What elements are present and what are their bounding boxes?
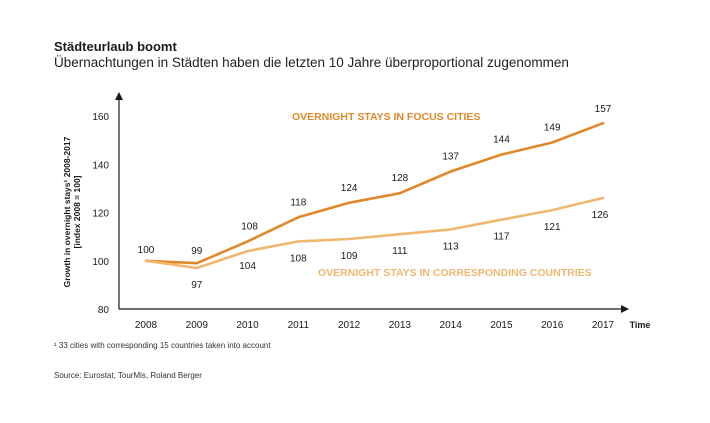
series-line-countries xyxy=(144,196,605,270)
x-axis-label: Time xyxy=(630,320,651,330)
y-tick-label: 120 xyxy=(92,209,109,220)
data-label-focus: 137 xyxy=(442,151,459,162)
data-label-focus: 144 xyxy=(493,135,510,146)
chart-subtitle: Übernachtungen in Städten haben die letz… xyxy=(54,55,569,70)
data-label-focus: 108 xyxy=(241,221,258,232)
data-label-countries: 113 xyxy=(443,241,459,252)
x-tick-label: 2015 xyxy=(490,320,513,331)
data-label-countries: 100 xyxy=(138,245,155,256)
series-line-focus-cities xyxy=(144,121,605,265)
series-lines xyxy=(144,121,605,270)
y-tick-label: 160 xyxy=(92,112,109,123)
data-label-countries: 97 xyxy=(191,280,203,291)
axes xyxy=(115,92,629,313)
x-tick-label: 2009 xyxy=(186,320,209,331)
x-tick-label: 2014 xyxy=(440,320,463,331)
series-names: OVERNIGHT STAYS IN FOCUS CITIES OVERNIGHT… xyxy=(292,111,592,279)
x-tick-label: 2010 xyxy=(236,320,259,331)
data-label-countries: 117 xyxy=(493,232,509,243)
data-label-countries: 121 xyxy=(544,222,561,233)
footnote: ¹ 33 cities with corresponding 15 countr… xyxy=(54,341,271,350)
x-tick-label: 2008 xyxy=(135,320,158,331)
source-note: Source: Eurostat, TourMis, Roland Berger xyxy=(54,371,202,380)
y-tick-label: 140 xyxy=(92,160,109,171)
data-label-countries: 108 xyxy=(290,253,307,264)
x-tick-label: 2012 xyxy=(338,320,361,331)
data-label-focus: 118 xyxy=(290,197,306,208)
x-tick-label: 2011 xyxy=(288,320,310,331)
y-axis-label-sub: [index 2008 = 100] xyxy=(72,175,82,248)
data-label-countries: 109 xyxy=(341,251,358,262)
data-label-countries: 111 xyxy=(392,246,408,257)
data-label-focus: 157 xyxy=(595,104,612,115)
data-label-focus: 149 xyxy=(544,123,561,134)
x-tick-label: 2017 xyxy=(592,320,615,331)
data-label-focus: 124 xyxy=(341,183,358,194)
y-tick-label: 100 xyxy=(92,257,109,268)
data-label-countries: 104 xyxy=(239,261,256,272)
x-tick-label: 2016 xyxy=(541,320,564,331)
y-axis-label: Growth in overnight stays¹ 2008-2017 xyxy=(62,136,72,287)
tick-labels: 80 100 120 140 160 2008 2009 2010 2011 2012 2013 20… xyxy=(62,112,650,331)
x-tick-label: 2013 xyxy=(389,320,412,331)
series-name-countries: OVERNIGHT STAYS IN CORRESPONDING COUNTRI… xyxy=(318,267,592,279)
data-label-focus: 128 xyxy=(392,173,409,184)
data-labels: 99 108 118 124 128 137 144 149 157 100 97 104 108 109… xyxy=(138,104,612,291)
chart-title: Städteurlaub boomt xyxy=(54,39,177,54)
series-name-focus-cities: OVERNIGHT STAYS IN FOCUS CITIES xyxy=(292,111,480,123)
data-label-focus: 99 xyxy=(191,246,203,257)
y-tick-label: 80 xyxy=(98,305,110,316)
data-label-countries: 126 xyxy=(592,210,609,221)
